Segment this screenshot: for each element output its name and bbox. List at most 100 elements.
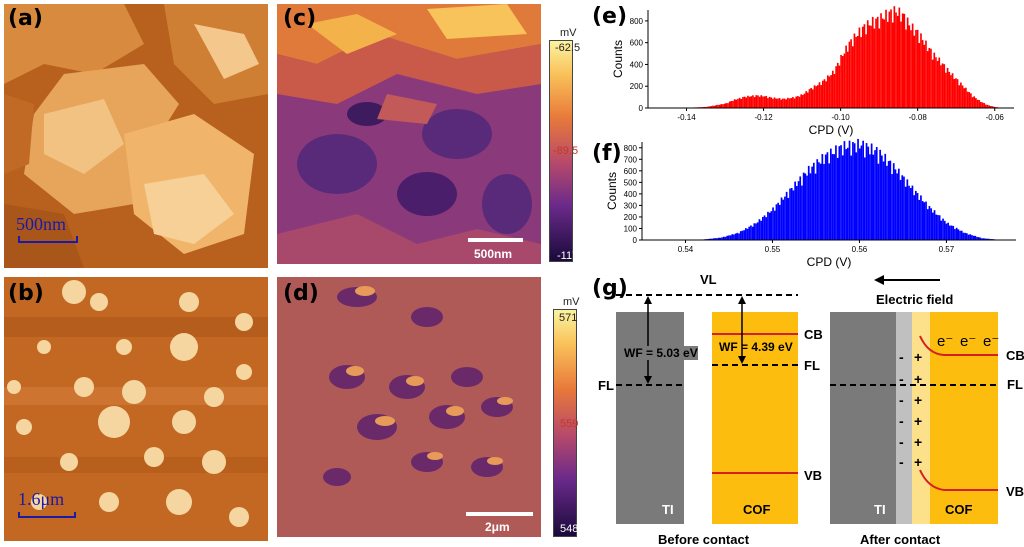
histogram-bar [862, 141, 864, 240]
histogram-bar [937, 215, 939, 240]
kpfm-image-d [277, 277, 541, 537]
histogram-bar [859, 148, 861, 240]
histogram-bar [767, 212, 769, 240]
histogram-bar [864, 157, 866, 240]
histogram-bar [730, 101, 732, 108]
histogram-bar [881, 155, 883, 240]
histogram-bar [802, 95, 804, 108]
y-tick-label: 500 [624, 178, 638, 187]
histogram-bar [907, 18, 909, 108]
scale-bar-b [18, 512, 76, 518]
histogram-bar [969, 234, 971, 240]
histogram-bar [810, 173, 812, 240]
histogram-bar [958, 85, 960, 108]
histogram-bar [862, 27, 864, 108]
histogram-bar [757, 222, 759, 240]
histogram-bar [789, 98, 791, 108]
histogram-bar [760, 221, 762, 240]
histogram-bar [782, 99, 784, 108]
histogram-bar [980, 102, 982, 108]
histogram-bar [876, 147, 878, 240]
histogram-bar [774, 97, 776, 108]
histogram-bar [777, 203, 779, 240]
histogram-bar [872, 17, 874, 108]
histogram-bar [974, 236, 976, 240]
histogram-bar [735, 234, 737, 240]
histogram-bar [827, 75, 829, 108]
vl-label: VL [700, 272, 717, 287]
x-tick-label: 0.54 [678, 245, 694, 254]
histogram-bar [784, 99, 786, 108]
histogram-bar [737, 99, 739, 108]
histogram-bar [879, 28, 881, 108]
histogram-bar [957, 229, 959, 240]
histogram-bar [925, 41, 927, 108]
histogram-bar [782, 200, 784, 240]
positive-charge: + [914, 434, 922, 450]
histogram-bar [927, 51, 929, 108]
histogram-bar [810, 88, 812, 108]
histogram-bar [920, 195, 922, 240]
histogram-bar [957, 79, 959, 108]
histogram-bar [898, 169, 900, 240]
histogram-bar [728, 235, 730, 240]
histogram-bar [918, 200, 920, 240]
histogram-bar [818, 162, 820, 240]
cb-label-before: CB [804, 327, 823, 342]
histogram-bar [845, 46, 847, 108]
ti-block-after [830, 312, 896, 524]
histogram-bar [747, 96, 749, 108]
y-axis-label: Counts [611, 40, 625, 78]
histogram-bar [917, 30, 919, 108]
y-tick-label: 200 [624, 213, 638, 222]
wf-cof-label: WF = 4.39 eV [719, 340, 793, 354]
positive-charge: + [914, 454, 922, 470]
histogram-bar [796, 186, 798, 240]
histogram-bar [731, 234, 733, 240]
histogram-bar [750, 96, 752, 108]
histogram-bar [786, 192, 788, 240]
histogram-bar [869, 154, 871, 240]
histogram-bar [762, 96, 764, 108]
histogram-bar [890, 9, 892, 108]
histogram-bar [760, 95, 762, 108]
x-axis-label: CPD (V) [809, 123, 854, 137]
histogram-bar [942, 219, 944, 240]
histogram-bar [970, 93, 972, 108]
histogram-bar [942, 63, 944, 108]
histogram-bar [923, 202, 925, 240]
histogram-bar [813, 163, 815, 240]
histogram-bar [905, 30, 907, 108]
y-tick-label: 800 [624, 144, 638, 153]
panel-label-c: (c) [283, 8, 316, 30]
histogram-bar [725, 103, 727, 108]
histogram-bar [908, 186, 910, 240]
histogram-bar [882, 19, 884, 108]
histogram-bar [940, 221, 942, 240]
histogram-bar [859, 28, 861, 108]
histogram-bar [930, 208, 932, 240]
histogram-bar [772, 207, 774, 240]
x-tick-label: -0.12 [754, 113, 773, 122]
histogram-bar [857, 36, 859, 108]
histogram-bar [787, 198, 789, 240]
histogram-bar [867, 147, 869, 240]
histogram-bar [730, 235, 732, 240]
histogram-bar [736, 233, 738, 240]
histogram-bar [791, 188, 793, 240]
histogram-bar [800, 94, 802, 108]
scale-label-b: 1.6μm [18, 489, 64, 510]
histogram-bar [871, 144, 873, 240]
histogram-bar [983, 103, 985, 108]
histogram-bar [720, 104, 722, 108]
negative-charge: - [899, 413, 904, 429]
fl-label-before: FL [598, 378, 614, 393]
histogram-bar [808, 166, 810, 240]
histogram-bar [906, 179, 908, 240]
histogram-bar [755, 95, 757, 108]
histogram-bar [727, 103, 729, 108]
histogram-bar [872, 155, 874, 240]
kpfm-map-c [277, 4, 541, 264]
histogram-bar [740, 231, 742, 240]
cb-label-after: CB [1006, 348, 1024, 363]
